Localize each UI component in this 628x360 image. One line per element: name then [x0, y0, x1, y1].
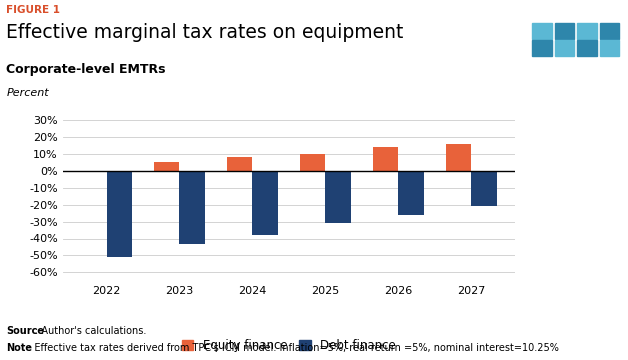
- Bar: [107, 171, 132, 257]
- Text: Effective marginal tax rates on equipment: Effective marginal tax rates on equipmen…: [6, 23, 404, 42]
- Legend: Equity finance, Debt finance: Equity finance, Debt finance: [177, 334, 401, 356]
- Bar: [398, 171, 424, 215]
- Bar: [325, 171, 351, 223]
- Text: Percent: Percent: [6, 88, 49, 98]
- Bar: [577, 23, 597, 39]
- Bar: [533, 40, 552, 56]
- Bar: [471, 171, 497, 206]
- Bar: [555, 40, 574, 56]
- Text: TPC: TPC: [554, 62, 598, 82]
- Bar: [533, 23, 552, 39]
- Bar: [154, 162, 180, 171]
- Bar: [252, 171, 278, 235]
- Bar: [227, 157, 252, 171]
- Bar: [600, 40, 619, 56]
- Bar: [555, 23, 574, 39]
- Bar: [180, 171, 205, 244]
- Text: Source: Source: [6, 326, 45, 336]
- Text: Corporate-level EMTRs: Corporate-level EMTRs: [6, 63, 166, 76]
- Text: FIGURE 1: FIGURE 1: [6, 5, 60, 15]
- Bar: [600, 23, 619, 39]
- Bar: [373, 147, 398, 171]
- Text: : Author's calculations.: : Author's calculations.: [35, 326, 146, 336]
- Text: : Effective tax rates derived from TPC's ICM model. Inflation=5%, real return =5: : Effective tax rates derived from TPC's…: [28, 343, 558, 353]
- Text: Note: Note: [6, 343, 32, 353]
- Bar: [577, 40, 597, 56]
- Bar: [300, 154, 325, 171]
- Bar: [446, 144, 471, 171]
